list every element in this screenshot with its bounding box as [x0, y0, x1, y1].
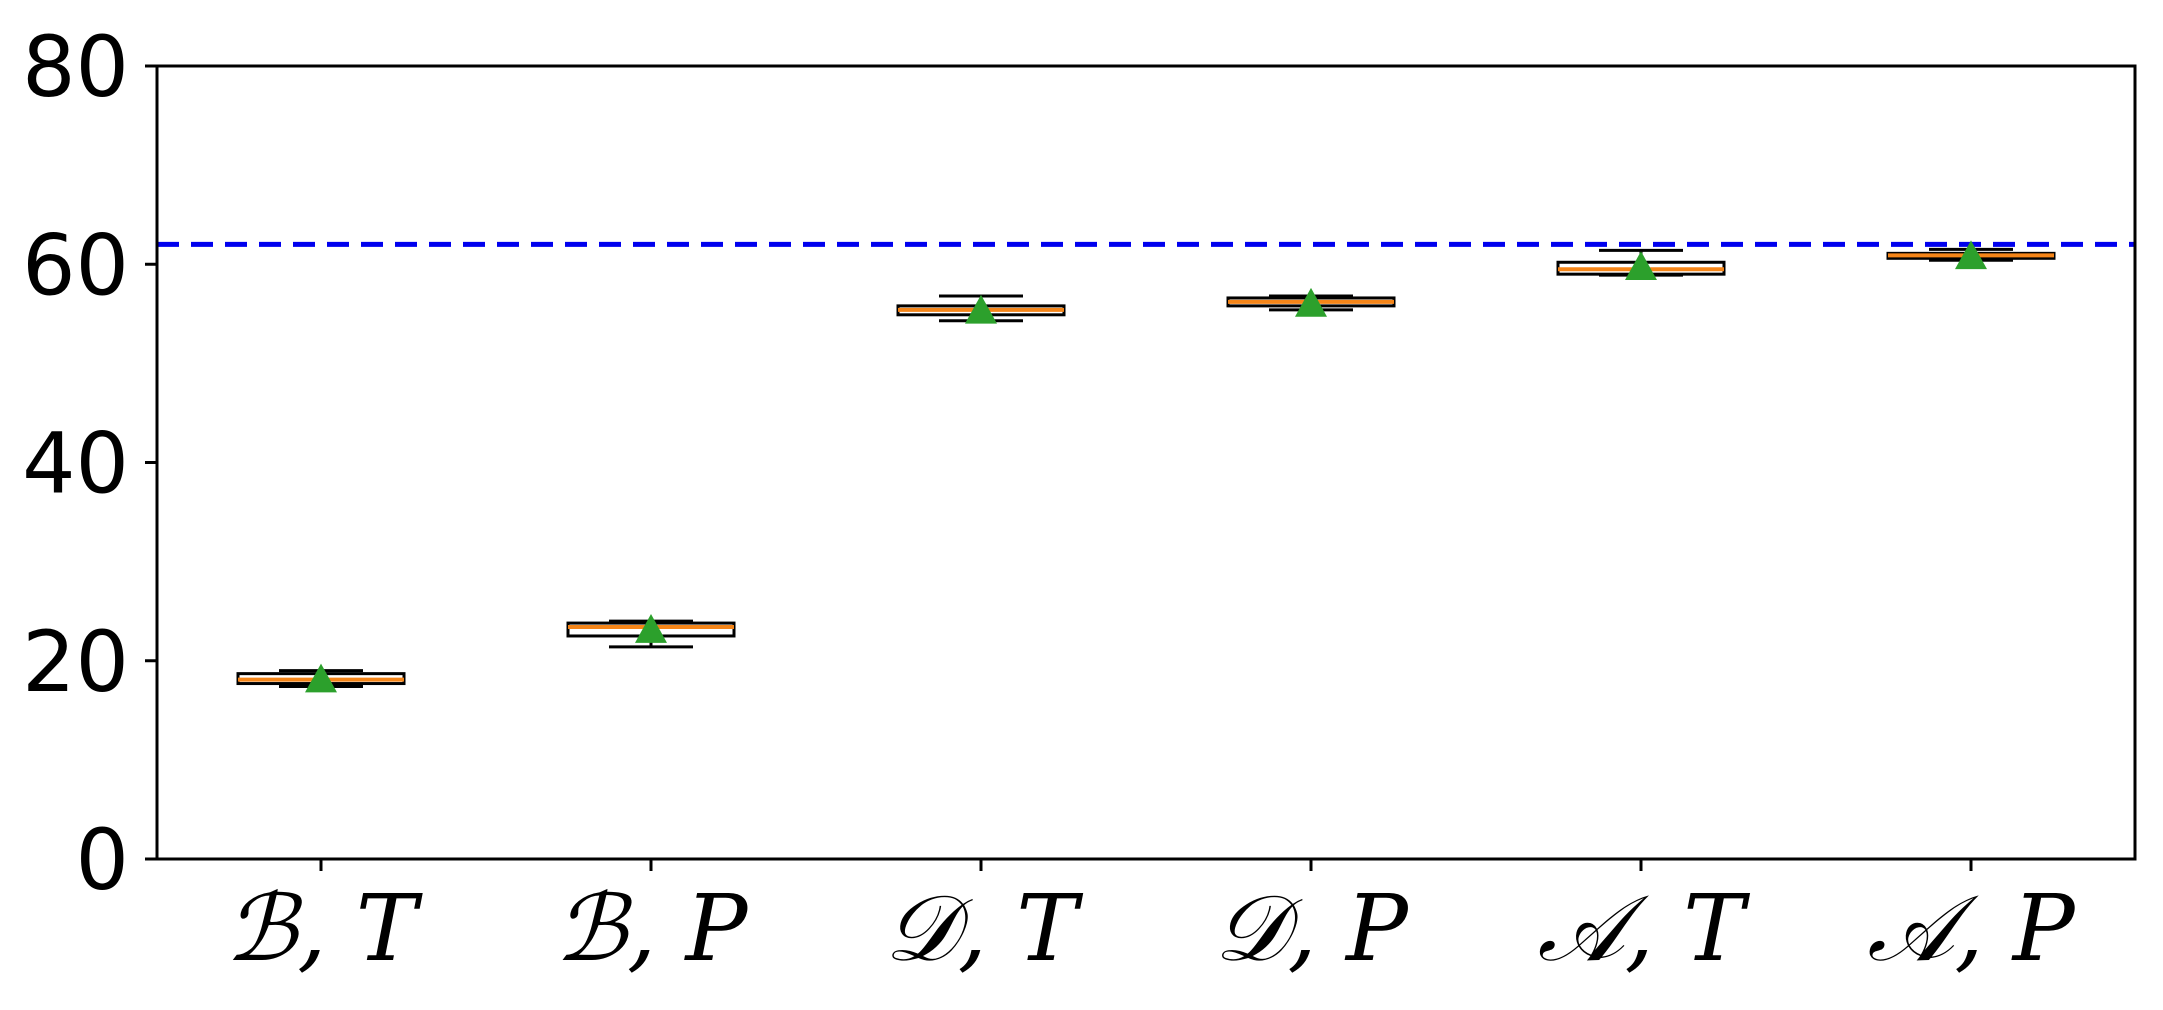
x-tick-label: 𝒜, P — [1867, 875, 2077, 982]
x-tick-label: 𝒟, T — [884, 875, 1083, 982]
mean-marker — [305, 663, 337, 693]
y-tick-label: 0 — [76, 811, 129, 909]
mean-marker — [635, 614, 667, 643]
x-tick-label: ℬ, T — [225, 875, 423, 982]
plot-area — [157, 240, 2135, 693]
y-tick-label: 80 — [22, 18, 129, 116]
mean-marker — [1625, 251, 1657, 281]
x-axis: ℬ, T ℬ, P 𝒟, T 𝒟, P 𝒜, T 𝒜, P — [225, 859, 2077, 982]
box-4 — [1556, 248, 1726, 281]
y-axis: 0 20 40 60 80 — [22, 18, 157, 909]
box-5 — [1886, 240, 2056, 270]
box-1 — [566, 614, 736, 649]
box-0 — [236, 663, 406, 693]
mean-marker — [965, 294, 997, 324]
box-2 — [896, 294, 1066, 324]
mean-marker — [1295, 287, 1327, 317]
x-tick-label: ℬ, P — [555, 875, 750, 982]
mean-marker — [1955, 240, 1987, 270]
y-tick-label: 20 — [22, 613, 129, 711]
y-tick-label: 60 — [22, 216, 129, 314]
box-3 — [1226, 287, 1396, 317]
y-tick-label: 40 — [22, 415, 129, 513]
plot-frame — [155, 64, 2137, 861]
x-tick-label: 𝒟, P — [1214, 875, 1410, 982]
x-tick-label: 𝒜, T — [1538, 875, 1751, 982]
